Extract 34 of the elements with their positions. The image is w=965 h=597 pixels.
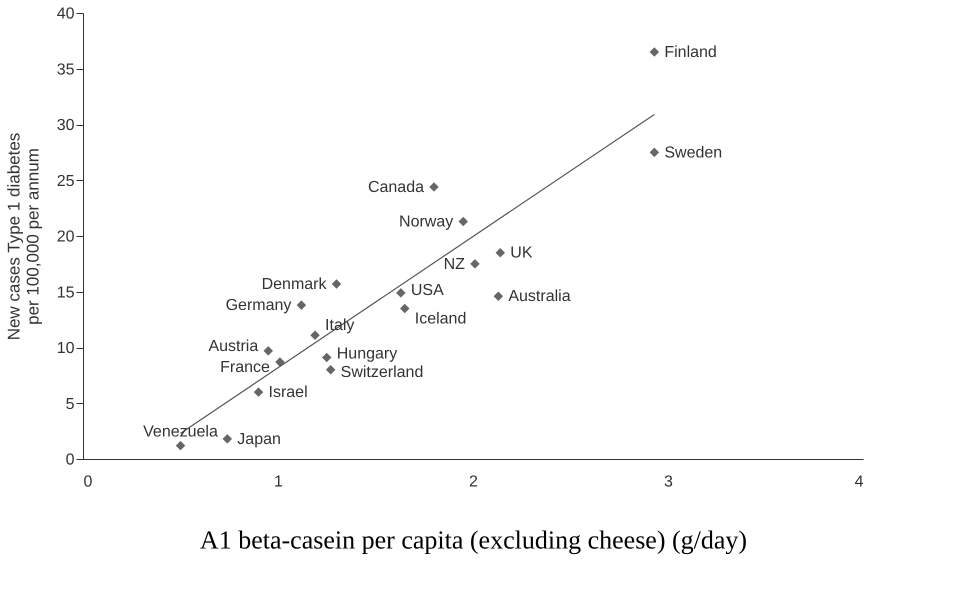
y-axis-title: New cases Type 1 diabetes per 100,000 per annum <box>4 132 43 340</box>
y-tick-label: 30 <box>56 117 75 134</box>
annotation: France <box>220 358 270 376</box>
annotation: UK <box>510 244 533 262</box>
annotation: Norway <box>399 214 454 231</box>
annotation: Venezuela <box>143 424 218 441</box>
x-axis-title: A1 beta-casein per capita (excluding cheese) (g/day) <box>200 526 748 554</box>
x-tick-label: 3 <box>664 474 674 490</box>
y-tick-label: 40 <box>56 6 75 22</box>
annotation: Israel <box>268 384 308 402</box>
annotation: USA <box>410 282 444 299</box>
x-tick-label: 4 <box>854 474 864 490</box>
annotation: Denmark <box>262 276 328 293</box>
annotation: Finland <box>664 44 717 62</box>
annotation: Canada <box>368 178 424 196</box>
y-tick-label: 10 <box>56 340 75 357</box>
y-tick-label: 20 <box>56 228 75 246</box>
annotation: Austria <box>208 338 258 355</box>
x-tick-label: 2 <box>469 474 478 490</box>
annotation: Iceland <box>414 310 466 328</box>
y-tick-label: 35 <box>56 61 75 78</box>
annotation: Hungary <box>336 346 398 363</box>
y-tick-label: 0 <box>66 452 75 468</box>
x-tick-label: 0 <box>84 474 92 490</box>
annotation: Switzerland <box>340 364 424 381</box>
y-tick-label: 5 <box>66 396 75 413</box>
y-tick-label: 25 <box>56 172 75 190</box>
annotation: NZ <box>444 256 466 273</box>
annotation: Germany <box>226 297 292 314</box>
y-tick-label: 15 <box>56 284 75 302</box>
annotation: Japan <box>237 430 281 448</box>
x-tick-label: 1 <box>274 474 284 490</box>
annotation: Sweden <box>664 144 722 162</box>
annotation: Australia <box>508 288 571 306</box>
